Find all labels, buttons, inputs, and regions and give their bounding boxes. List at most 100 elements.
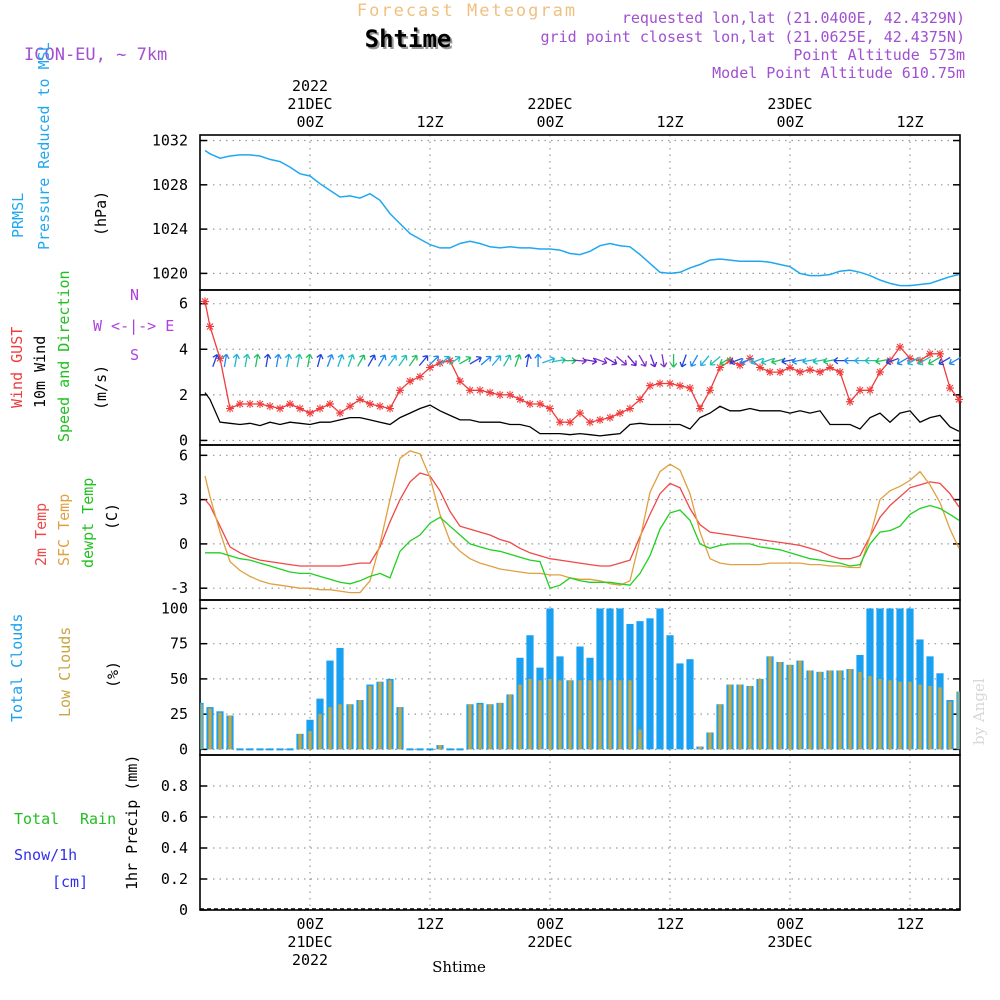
low-cloud-bar	[200, 704, 203, 750]
low-cloud-bar	[918, 684, 922, 750]
total-cloud-bar	[606, 608, 614, 750]
wind-direction-arrow	[542, 356, 556, 364]
wind-direction-arrow	[337, 353, 345, 367]
low-cloud-bar	[788, 664, 792, 750]
time-label-top: 00Z	[536, 113, 563, 131]
total-cloud-bar	[326, 660, 334, 750]
gust-marker	[201, 297, 209, 306]
gust-marker	[606, 413, 614, 422]
time-label-top: 12Z	[896, 113, 923, 131]
gust-marker	[486, 388, 494, 397]
panel-frame	[199, 134, 961, 291]
y-tick-label: 0	[179, 901, 188, 919]
wind-direction-arrow	[284, 353, 293, 368]
low-cloud-bar	[938, 687, 942, 750]
gust-marker	[646, 381, 654, 390]
temp-2m-label: 2m Temp	[32, 503, 50, 566]
y-tick-label: 0	[179, 535, 188, 553]
wind-direction-arrow	[938, 356, 951, 366]
gust-marker	[316, 404, 324, 413]
gust-marker	[496, 390, 504, 399]
time-label-bottom: 00Z	[776, 915, 803, 933]
gust-marker	[676, 381, 684, 390]
time-label-bottom: 12Z	[656, 915, 683, 933]
wind-direction-arrow	[679, 354, 687, 368]
gust-marker	[476, 386, 484, 395]
gust-marker	[626, 404, 634, 413]
pressure-labels: PRMSL Pressure Reduced to MSL (hPa)	[9, 42, 110, 250]
prmsl-line	[204, 149, 960, 287]
low-cloud-bar	[498, 702, 502, 750]
wind-direction-arrow	[605, 356, 618, 366]
pressure-unit: (hPa)	[92, 191, 110, 236]
y-tick-label: 100	[161, 599, 188, 617]
gust-marker	[566, 418, 574, 427]
wind-direction-arrow	[449, 355, 461, 365]
gust-marker	[536, 399, 544, 408]
low-cloud-bar	[728, 684, 732, 750]
low-cloud-bar	[548, 678, 552, 750]
wind-direction-arrow	[638, 354, 647, 367]
low-cloud-bar	[558, 680, 562, 750]
gust-marker	[936, 349, 944, 358]
gust-marker	[216, 354, 224, 363]
wind-direction-arrow	[875, 357, 889, 365]
low-cloud-bar	[708, 732, 712, 750]
temperature-panel: -3 0 3 6	[170, 444, 961, 601]
wind-direction-arrow	[583, 357, 598, 365]
low-cloud-bar	[308, 731, 312, 750]
low-cloud-bar	[838, 670, 842, 750]
gust-marker	[266, 402, 274, 411]
header-title: Forecast Meteogram	[357, 1, 577, 21]
wind-direction-arrow	[408, 354, 418, 367]
y-tick-label: 25	[170, 705, 188, 723]
low-cloud-bar	[848, 669, 852, 750]
gust-marker	[656, 379, 664, 388]
temp-sfc-line	[204, 450, 960, 594]
total-cloud-bar	[616, 608, 624, 750]
gust-marker	[246, 399, 254, 408]
gust-marker	[796, 368, 804, 377]
y-tick-label: -3	[170, 579, 188, 597]
low-cloud-bar	[618, 680, 622, 750]
low-cloud-bar	[578, 680, 582, 750]
wind-direction-arrow	[689, 354, 699, 367]
gust-marker	[846, 397, 854, 406]
gust-marker	[576, 409, 584, 418]
gust-marker	[876, 368, 884, 377]
low-cloud-bar	[888, 680, 892, 750]
snow-label-a: Snow/1h	[14, 846, 77, 864]
y-tick-label: 3	[179, 491, 188, 509]
gust-marker	[746, 354, 754, 363]
pressure-panel: 1020 1024 1028 1032	[152, 132, 961, 291]
y-tick-label: 1028	[152, 176, 188, 194]
low-cloud-bar	[748, 685, 752, 750]
low-cloud-bar	[698, 746, 702, 750]
low-cloud-bar	[538, 680, 542, 750]
total-cloud-bar	[336, 647, 344, 750]
precip-unit: 1hr Precip (mm)	[123, 755, 141, 890]
time-label-bottom: 23DEC	[767, 933, 812, 951]
low-cloud-bar	[228, 715, 232, 750]
wind-direction-arrow	[326, 353, 335, 367]
gust-marker	[586, 418, 594, 427]
wind-direction-arrow	[573, 357, 587, 365]
low-cloud-bar	[378, 681, 382, 750]
clouds-panel: 0 25 50 75 100	[161, 599, 961, 758]
low-cloud-bar	[778, 662, 782, 750]
y-tick-label: 1020	[152, 264, 188, 282]
gust-marker	[886, 356, 894, 365]
low-cloud-bar	[358, 700, 362, 750]
gust-marker	[346, 402, 354, 411]
temp-dew-label: dewpt Temp	[79, 478, 97, 568]
low-cloud-bar	[338, 704, 342, 750]
watermark: by Angel	[970, 678, 988, 745]
time-label-bottom: 00Z	[536, 915, 563, 933]
footer-location: Shtime	[432, 958, 486, 976]
wind-direction-arrow	[377, 354, 387, 367]
low-cloud-bar	[858, 671, 862, 750]
wind-direction-arrow	[524, 353, 532, 368]
requested-coords: requested lon,lat (21.0400E, 42.4329N)	[622, 9, 965, 27]
y-tick-label: 6	[179, 295, 188, 313]
